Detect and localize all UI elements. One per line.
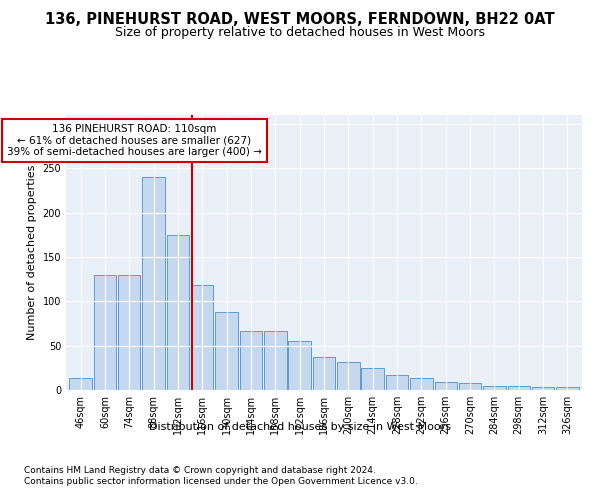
Bar	[337, 362, 359, 390]
Text: 136 PINEHURST ROAD: 110sqm
← 61% of detached houses are smaller (627)
39% of sem: 136 PINEHURST ROAD: 110sqm ← 61% of deta…	[7, 124, 262, 157]
Bar	[532, 388, 554, 390]
Bar	[556, 388, 578, 390]
Bar	[70, 378, 92, 390]
Bar	[434, 382, 457, 390]
Text: Contains HM Land Registry data © Crown copyright and database right 2024.: Contains HM Land Registry data © Crown c…	[24, 466, 376, 475]
Text: 136, PINEHURST ROAD, WEST MOORS, FERNDOWN, BH22 0AT: 136, PINEHURST ROAD, WEST MOORS, FERNDOW…	[45, 12, 555, 28]
Text: Size of property relative to detached houses in West Moors: Size of property relative to detached ho…	[115, 26, 485, 39]
Text: Distribution of detached houses by size in West Moors: Distribution of detached houses by size …	[149, 422, 451, 432]
Bar	[361, 368, 384, 390]
Bar	[142, 177, 165, 390]
Y-axis label: Number of detached properties: Number of detached properties	[27, 165, 37, 340]
Bar	[215, 312, 238, 390]
Bar	[508, 386, 530, 390]
Bar	[118, 274, 140, 390]
Text: Contains public sector information licensed under the Open Government Licence v3: Contains public sector information licen…	[24, 478, 418, 486]
Bar	[410, 378, 433, 390]
Bar	[313, 357, 335, 390]
Bar	[459, 383, 481, 390]
Bar	[264, 332, 287, 390]
Bar	[289, 341, 311, 390]
Bar	[386, 375, 408, 390]
Bar	[94, 274, 116, 390]
Bar	[191, 286, 214, 390]
Bar	[167, 235, 189, 390]
Bar	[240, 332, 262, 390]
Bar	[483, 386, 506, 390]
